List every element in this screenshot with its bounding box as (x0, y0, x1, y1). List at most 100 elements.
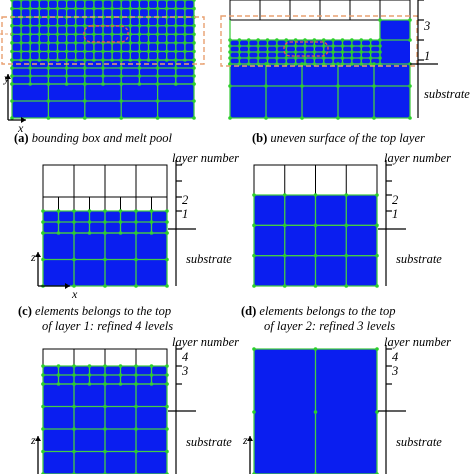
mesh-node (87, 209, 92, 213)
mesh-node (336, 116, 340, 120)
mesh-node (165, 284, 169, 288)
mesh-node (10, 41, 14, 45)
mesh-node (83, 23, 87, 28)
mesh-node (10, 74, 14, 78)
mesh-node (118, 364, 123, 368)
mesh-node (228, 62, 232, 66)
mesh-node (340, 50, 345, 54)
mesh-node (174, 66, 178, 70)
mesh-node (256, 56, 260, 60)
mesh-node (192, 41, 196, 45)
mesh-node (321, 56, 326, 60)
mesh-node (228, 44, 232, 48)
mesh-node (28, 49, 32, 54)
mesh-node (19, 49, 23, 54)
mesh-node (165, 220, 169, 224)
mesh-node (155, 58, 160, 62)
mesh-node (55, 15, 60, 19)
mesh-node (64, 32, 69, 37)
mesh-node (183, 0, 187, 2)
mesh-node (312, 44, 317, 48)
mesh-node (375, 347, 379, 351)
mesh-node (300, 84, 304, 88)
mesh-node (408, 84, 412, 88)
mesh-node (174, 32, 178, 37)
panel-a-mesh (0, 0, 205, 120)
mesh-node (313, 193, 318, 197)
mesh-node (155, 32, 160, 37)
melt-pool-outline (283, 41, 329, 57)
mesh-node (28, 74, 32, 78)
mesh-node (72, 427, 76, 431)
mesh-node (19, 32, 23, 37)
mesh-node (340, 38, 345, 42)
mesh-node (252, 223, 256, 228)
mesh-node (183, 23, 187, 28)
bounding-box (220, 15, 418, 67)
mesh-node (165, 209, 169, 213)
mesh-node (164, 49, 169, 54)
panel-c-level-2: 2 (182, 193, 189, 207)
mesh-node (237, 38, 242, 42)
mesh-node (134, 284, 138, 288)
mesh-node (228, 116, 232, 120)
mesh-node (134, 257, 138, 262)
panel-d-heading: layer number (384, 151, 451, 165)
mesh-node (19, 0, 23, 2)
mesh-node (165, 373, 169, 377)
mesh-node (408, 18, 412, 22)
mesh-node (119, 6, 123, 11)
panel-a-y-axis-label: y (4, 71, 10, 85)
mesh-node (378, 50, 382, 54)
panel-e-mesh (41, 348, 169, 474)
mesh-node (46, 99, 51, 103)
mesh-node (46, 82, 51, 86)
mesh-node (46, 0, 51, 2)
melt-pool-outline (83, 25, 129, 43)
mesh-node (284, 56, 289, 60)
mesh-node (55, 41, 60, 45)
panel-e-z-axis-label: z (31, 433, 36, 447)
panel-c-mesh (41, 164, 169, 288)
mesh-node (282, 193, 287, 197)
mesh-node (134, 373, 138, 377)
mesh-node (313, 284, 318, 288)
mesh-node (103, 404, 107, 409)
mesh-node (321, 44, 326, 48)
mesh-node (312, 38, 317, 42)
mesh-node (146, 0, 151, 2)
panel-d-caption-line1: (d) elements belongs to the top (241, 304, 396, 319)
mesh-node (372, 84, 376, 88)
axis-arrowhead (35, 436, 41, 441)
mesh-node (83, 74, 87, 78)
mesh-node (284, 44, 289, 48)
mesh-node (368, 44, 373, 48)
mesh-node (340, 56, 345, 60)
panel-c-x-axis-label: x (72, 287, 78, 301)
mesh-node (28, 23, 32, 28)
mesh-node (64, 58, 69, 62)
mesh-node (87, 220, 92, 224)
mesh-node (101, 6, 105, 11)
mesh-node (378, 38, 382, 42)
mesh-node (134, 427, 138, 431)
mesh-node (368, 56, 373, 60)
mesh-node (83, 6, 87, 11)
mesh-node (192, 6, 196, 11)
mesh-node (128, 49, 133, 54)
mesh-node (134, 220, 138, 224)
mesh-node (146, 41, 151, 45)
mesh-node (174, 41, 178, 45)
mesh-node (313, 347, 318, 351)
mesh-node (165, 427, 169, 431)
mesh-node (264, 84, 268, 88)
mesh-node (92, 32, 96, 37)
mesh-node (56, 220, 61, 224)
mesh-node (41, 209, 45, 213)
axis-arrowhead (65, 283, 70, 289)
mesh-node (46, 6, 51, 11)
mesh-node (275, 56, 279, 60)
panel-b-mesh (220, 0, 418, 120)
mesh-node (10, 6, 14, 11)
panel-c-caption-tag: (c) (18, 304, 32, 318)
